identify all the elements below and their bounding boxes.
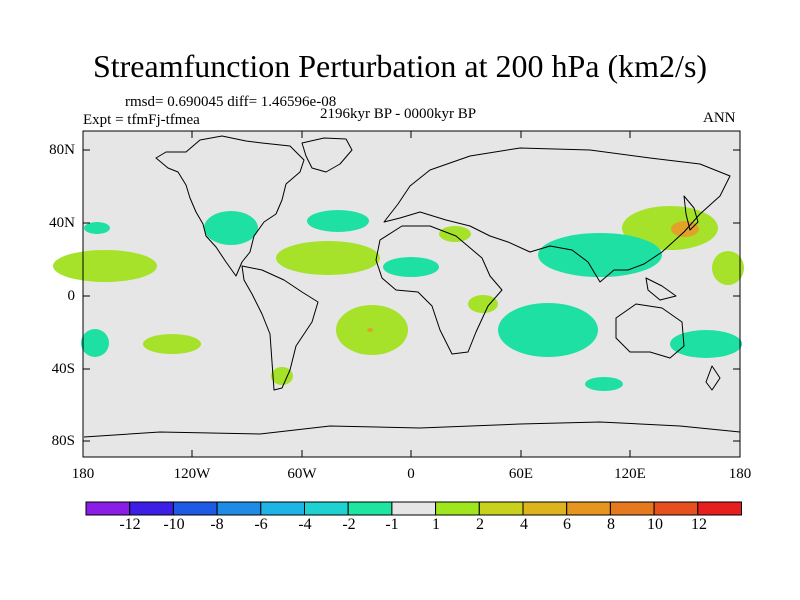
anomaly-positive-west-pacific [712,251,744,285]
lon-label-60e: 60E [508,466,534,482]
coast-maritime-continent [645,277,677,301]
experiment-label: Expt = tfmFj-tfmea [83,112,200,128]
coast-australia [615,303,685,359]
anomaly-negative-mid-atlantic [307,210,369,232]
colorbar-box-5 [304,501,349,516]
colorbar-box-4 [260,501,305,516]
anomaly-positive-patagonia [271,367,293,385]
season-label: ANN [703,110,736,126]
anomaly-positive-east-africa [468,295,498,313]
colorbar-label: 1 [432,516,440,533]
period-label: 2196kyr BP - 0000kyr BP [320,106,477,122]
colorbar-label: -4 [298,516,312,533]
anomaly-center-south-atlantic [367,328,373,332]
lon-label-180w: 180 [71,466,95,482]
anomaly-positive-south-pacific [143,334,201,354]
coastlines [83,135,741,438]
colorbar-label: 8 [607,516,615,533]
coast-north-america [155,135,305,277]
anomaly-negative-hawaii [84,222,110,234]
lon-label-60w: 60W [287,466,317,482]
anomaly-negative-south-pacific-west [81,329,109,357]
colorbar-label: -6 [254,516,268,533]
anomaly-positive-mediterranean [439,226,471,242]
lat-label-80n: 80N [49,142,75,158]
colorbar-label: 10 [647,516,663,533]
map-frame [82,130,741,458]
lon-label-120w: 120W [173,466,211,482]
colorbar-label: 6 [563,516,571,533]
anomaly-center-japan [671,221,699,237]
map-background [83,131,740,457]
colorbar-box-0 [85,501,131,516]
coast-africa [375,225,503,355]
anomaly-negative-indian-ocean [498,303,598,357]
colorbar-box-6 [347,501,393,516]
colorbar-label: 4 [520,516,528,533]
colorbar-box-9 [478,501,524,516]
colorbar-label: -1 [385,516,399,533]
colorbar-box-12 [609,501,655,516]
anomaly-positive-central-pacific [53,250,157,282]
coast-greenland [301,137,353,173]
colorbar [85,501,742,516]
lon-label-120e: 120E [614,466,646,482]
lat-label-40s: 40S [51,361,75,377]
anomaly-positive-japan [622,206,718,250]
colorbar-box-1 [129,501,174,516]
colorbar-box-7 [391,501,437,516]
colorbar-label: -10 [163,516,185,533]
lon-label-180e: 180 [728,466,752,482]
colorbar-label: 12 [691,516,707,533]
perturbation-contours [53,206,744,391]
plot-title: Streamfunction Perturbation at 200 hPa (… [92,48,708,84]
colorbar-label: -8 [210,516,224,533]
coast-japan [683,195,699,231]
lat-label-80s: 80S [51,433,75,449]
lat-label-40n: 40N [49,215,75,231]
colorbar-label: -12 [119,516,141,533]
anomaly-negative-north-africa [383,257,439,277]
colorbar-box-13 [653,501,699,516]
coast-antarctica [83,421,741,438]
coast-new-zealand [705,365,721,391]
lon-label-0: 0 [407,466,415,482]
colorbar-box-2 [172,501,218,516]
anomaly-negative-southern-ocean [585,377,623,391]
anomaly-negative-tasman [670,330,742,358]
colorbar-box-14 [697,501,742,516]
anomaly-positive-north-atlantic [276,241,380,275]
anomaly-negative-south-asia [538,233,662,277]
coast-eurasia [383,147,731,283]
colorbar-box-3 [216,501,262,516]
colorbar-box-10 [522,501,568,516]
colorbar-label: -2 [342,516,356,533]
colorbar-box-8 [435,501,480,516]
colorbar-label: 2 [476,516,484,533]
coast-south-america [241,265,319,391]
colorbar-box-11 [566,501,611,516]
lat-label-0: 0 [67,288,76,304]
stats-line: rmsd= 0.690045 diff= 1.46596e-08 [125,94,337,110]
anomaly-negative-north-america [204,211,258,245]
